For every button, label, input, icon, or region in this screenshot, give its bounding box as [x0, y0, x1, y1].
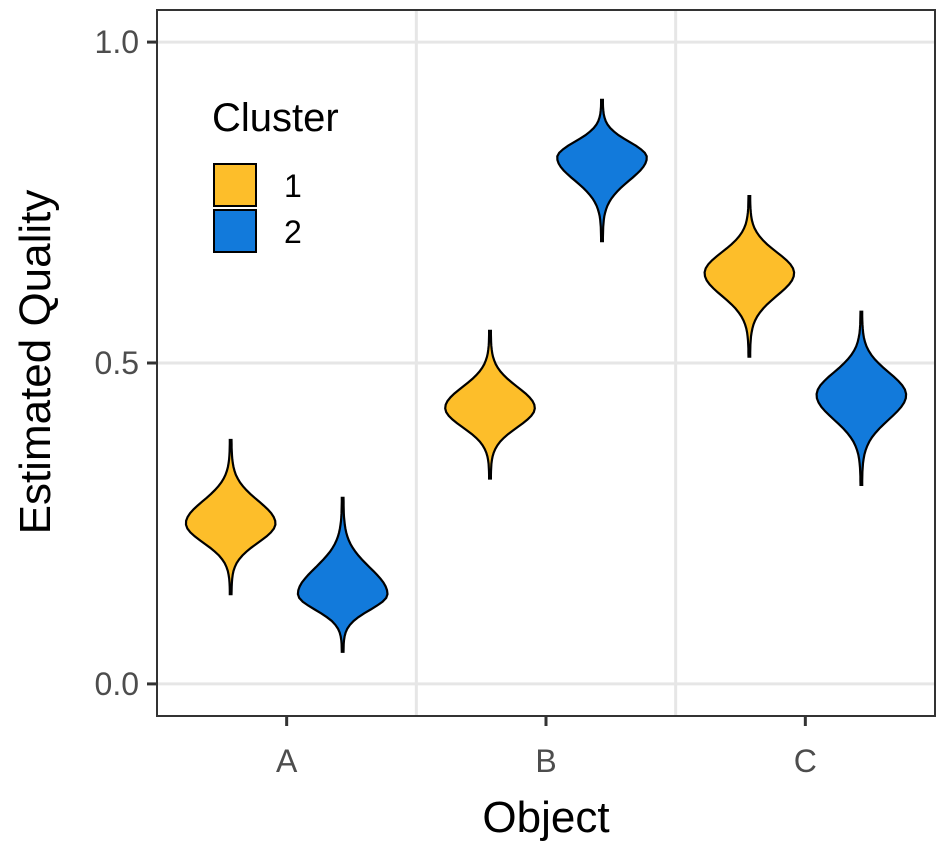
- x-tick-label: C: [794, 743, 817, 779]
- legend-label-1: 1: [284, 168, 302, 204]
- violin-cluster-2-C: [815, 310, 908, 486]
- violin-cluster-2-B: [556, 98, 648, 243]
- axes: 0.0 0.5 1.0 A B C: [95, 24, 817, 779]
- y-tick-label: 0.5: [95, 345, 139, 381]
- legend-title: Cluster: [212, 96, 339, 140]
- violin-layer: [184, 98, 908, 653]
- violin-cluster-1-A: [184, 438, 277, 596]
- legend: Cluster 1 2: [212, 96, 339, 253]
- grid-lines: [157, 10, 935, 716]
- legend-key-1: [213, 163, 257, 207]
- x-tick-label: A: [276, 743, 298, 779]
- legend-key-2: [213, 209, 257, 253]
- x-tick-label: B: [535, 743, 556, 779]
- violin-cluster-2-A: [296, 496, 389, 653]
- y-tick-label: 1.0: [95, 24, 139, 60]
- x-axis-title: Object: [482, 793, 609, 842]
- y-axis-title: Estimated Quality: [11, 190, 60, 535]
- violin-cluster-1-C: [703, 195, 796, 358]
- violin-cluster-1-B: [444, 329, 536, 480]
- y-tick-label: 0.0: [95, 666, 139, 702]
- legend-label-2: 2: [284, 214, 302, 250]
